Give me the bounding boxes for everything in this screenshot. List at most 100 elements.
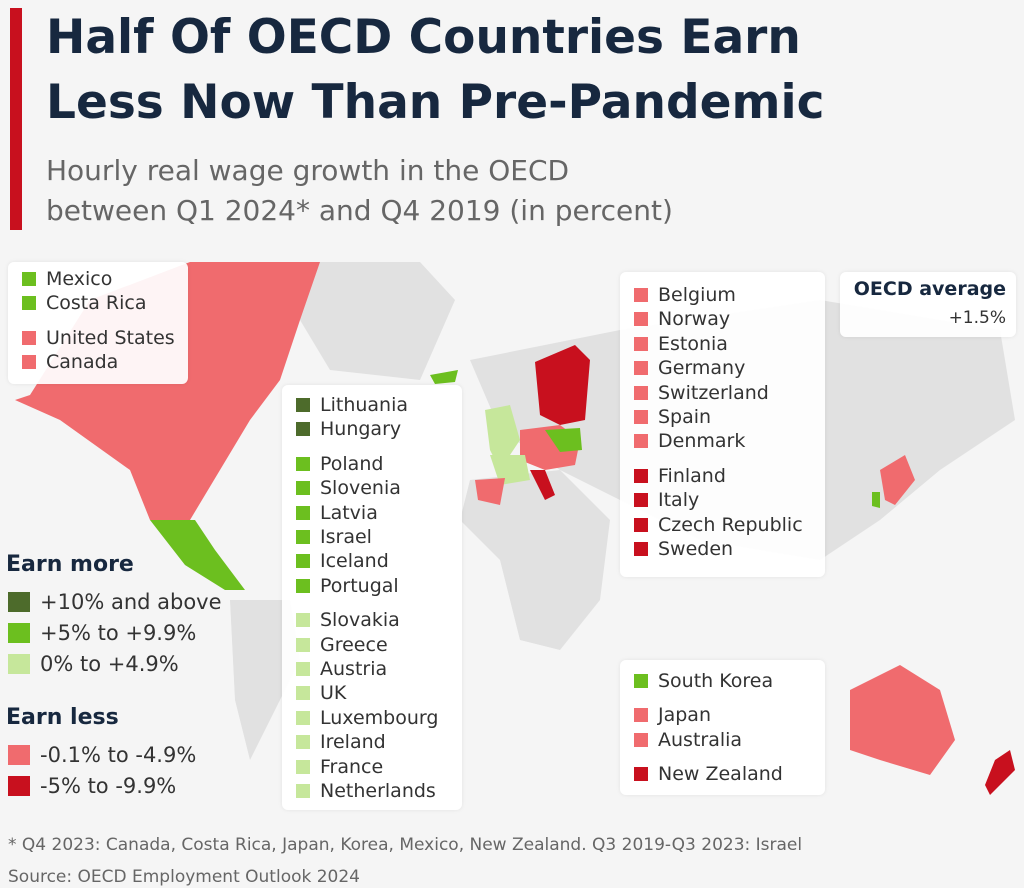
legend-label: 0% to +4.9% (40, 652, 179, 676)
source: Source: OECD Employment Outlook 2024 (8, 867, 361, 887)
country-row: Switzerland (634, 381, 769, 405)
swatch (296, 554, 310, 569)
swatch (634, 385, 648, 400)
country-label: Costa Rica (46, 292, 147, 315)
nordics (535, 345, 590, 425)
country-row: Israel (296, 525, 372, 549)
swatch (296, 637, 310, 652)
country-row: Iceland (296, 549, 389, 573)
country-label: Hungary (320, 418, 402, 441)
country-row: Hungary (296, 417, 401, 441)
swatch (634, 674, 648, 688)
swatch (634, 288, 648, 302)
swatch (22, 330, 36, 345)
country-row: France (296, 755, 383, 779)
subtitle-line: Hourly real wage growth in the OECD (46, 154, 570, 187)
oecd-average-box: OECD average +1.5% (840, 272, 1016, 337)
swatch (296, 578, 310, 593)
country-label: Australia (658, 728, 743, 751)
country-row: Costa Rica (22, 291, 147, 315)
swatch (296, 759, 310, 774)
country-label: Japan (658, 704, 711, 727)
country-row: Ireland (296, 730, 386, 754)
country-row: Germany (634, 356, 745, 380)
country-row: Australia (634, 728, 742, 752)
country-row: Mexico (22, 267, 112, 291)
title-line: Less Now Than Pre-Pandemic (46, 75, 825, 130)
swatch (296, 456, 310, 471)
japan (880, 455, 915, 505)
country-row: Norway (634, 307, 730, 331)
swatch (634, 767, 648, 782)
country-row: Luxembourg (296, 706, 438, 730)
country-label: Norway (658, 308, 731, 331)
country-label: UK (320, 682, 347, 705)
swatch (634, 708, 648, 723)
country-label: Denmark (658, 430, 746, 453)
italy (530, 470, 555, 500)
country-row: Denmark (634, 429, 745, 453)
australia (850, 665, 955, 775)
country-row: Estonia (634, 332, 728, 356)
country-label: United States (46, 326, 175, 349)
swatch (296, 481, 310, 496)
country-label: Sweden (658, 538, 734, 560)
country-label: Czech Republic (658, 513, 803, 536)
country-row: Lithuania (296, 393, 408, 417)
legend-swatch (8, 776, 30, 796)
country-label: Luxembourg (320, 706, 439, 729)
swatch (634, 361, 648, 376)
country-label: Italy (658, 489, 700, 512)
country-label: Netherlands (320, 780, 436, 802)
swatch (296, 505, 310, 520)
country-row: United States (22, 326, 175, 350)
legend-item: -0.1% to -4.9% (8, 743, 196, 767)
legend-swatch (8, 592, 30, 612)
oecd-average-value: +1.5% (948, 308, 1006, 328)
swatch (634, 732, 648, 747)
legend-item: +10% and above (8, 590, 222, 614)
country-label: Latvia (320, 501, 378, 524)
swatch (296, 662, 310, 676)
country-label: South Korea (658, 670, 774, 692)
swatch (296, 710, 310, 725)
country-row: Sweden (634, 537, 733, 561)
country-label: New Zealand (658, 763, 783, 786)
legend-label: -0.1% to -4.9% (40, 743, 197, 767)
iberia (475, 478, 505, 505)
country-row: UK (296, 681, 346, 705)
country-box: Belgium Norway Estonia Germany Switzerland Sp… (620, 272, 825, 577)
legend-label: -5% to -9.9% (40, 774, 177, 798)
swatch (22, 272, 36, 286)
legend-label: +5% to +9.9% (40, 621, 197, 645)
country-box: Mexico Costa Rica United States Canada (8, 262, 188, 384)
uk-ireland (485, 405, 520, 470)
swatch (296, 530, 310, 544)
iceland (430, 370, 458, 384)
accent-bar (10, 8, 22, 230)
country-label: Mexico (46, 268, 113, 290)
legend-item: +5% to +9.9% (8, 621, 196, 645)
footnote: * Q4 2023: Canada, Costa Rica, Japan, Ko… (8, 835, 803, 855)
country-row: Greece (296, 633, 388, 657)
swatch (22, 296, 36, 311)
poland (545, 428, 582, 452)
country-label: Slovakia (320, 609, 400, 632)
country-row: Spain (634, 405, 711, 429)
new-zealand (985, 750, 1015, 795)
swatch (296, 613, 310, 628)
country-row: Belgium (634, 283, 736, 307)
country-label: Austria (320, 658, 388, 680)
country-row: Slovakia (296, 608, 400, 632)
swatch (634, 542, 648, 556)
country-row: Italy (634, 488, 699, 512)
country-row: New Zealand (634, 762, 783, 786)
country-row: Canada (22, 350, 118, 374)
legend-item: 0% to +4.9% (8, 652, 179, 676)
country-label: Greece (320, 633, 388, 656)
legend-swatch (8, 623, 30, 643)
country-label: Germany (658, 357, 746, 380)
country-label: Canada (46, 351, 119, 374)
country-label: Poland (320, 452, 384, 475)
